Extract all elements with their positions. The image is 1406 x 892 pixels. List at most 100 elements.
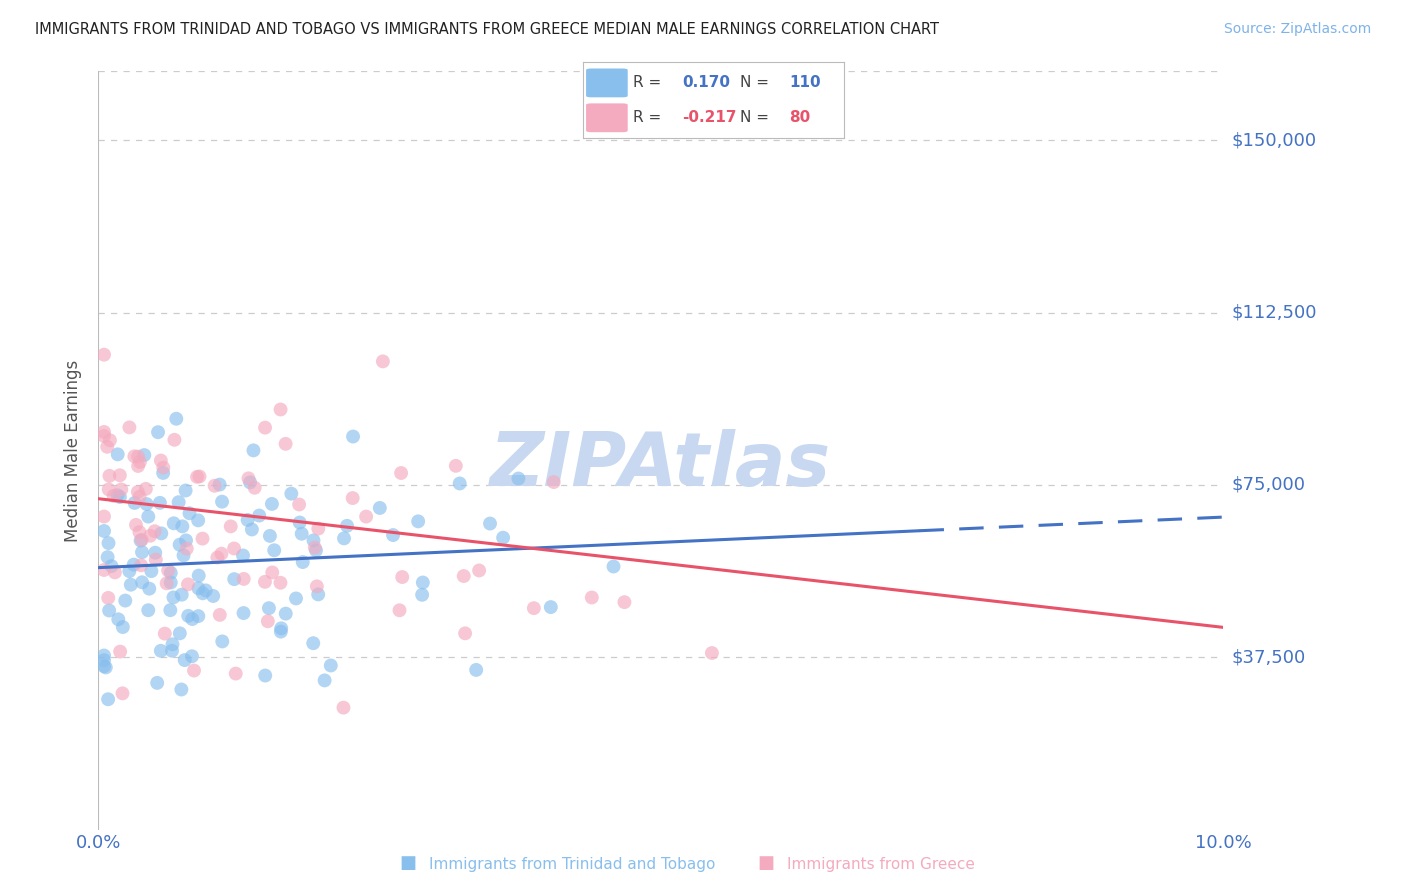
- Point: [139, 529, 162, 543]
- Point: [307, 587, 329, 601]
- Point: [191, 532, 214, 546]
- Text: $112,500: $112,500: [1232, 303, 1317, 322]
- Point: [127, 450, 149, 464]
- Point: [107, 447, 129, 461]
- Point: [304, 541, 326, 555]
- Point: [257, 601, 280, 615]
- Point: [118, 564, 141, 578]
- Point: [208, 477, 231, 491]
- Point: [291, 555, 314, 569]
- Point: [454, 626, 477, 640]
- Point: [208, 607, 231, 622]
- Point: [236, 513, 259, 527]
- Point: [211, 547, 233, 561]
- Point: [194, 583, 217, 598]
- Point: [129, 455, 152, 469]
- Point: [107, 612, 129, 626]
- Point: [232, 572, 254, 586]
- Point: [336, 518, 359, 533]
- Point: [163, 433, 186, 447]
- Point: [224, 572, 246, 586]
- Point: [187, 581, 209, 595]
- Point: [302, 636, 325, 650]
- Point: [143, 546, 166, 560]
- Point: [581, 591, 603, 605]
- Point: [242, 443, 264, 458]
- Text: N =: N =: [740, 110, 769, 125]
- FancyBboxPatch shape: [586, 69, 627, 97]
- Point: [204, 479, 226, 493]
- Point: [114, 593, 136, 607]
- Text: ■: ■: [399, 855, 416, 872]
- Text: $75,000: $75,000: [1232, 476, 1306, 494]
- Point: [280, 486, 302, 500]
- Point: [149, 496, 172, 510]
- Point: [342, 429, 364, 443]
- Point: [240, 523, 263, 537]
- Point: [160, 644, 183, 658]
- Point: [307, 522, 329, 536]
- Point: [187, 609, 209, 624]
- Point: [191, 586, 214, 600]
- Text: ZIPAtlas: ZIPAtlas: [491, 429, 831, 502]
- Point: [141, 564, 163, 578]
- Point: [176, 541, 198, 556]
- Point: [492, 531, 515, 545]
- Point: [382, 528, 405, 542]
- Text: 80: 80: [789, 110, 810, 125]
- Point: [108, 644, 131, 658]
- Point: [98, 468, 121, 483]
- Point: [93, 648, 115, 663]
- Point: [305, 543, 328, 558]
- Point: [243, 481, 266, 495]
- Point: [260, 497, 283, 511]
- Point: [342, 491, 364, 505]
- Point: [94, 660, 117, 674]
- Point: [159, 603, 181, 617]
- Point: [302, 533, 325, 548]
- Point: [202, 589, 225, 603]
- Point: [173, 549, 195, 563]
- Point: [238, 471, 260, 485]
- Point: [93, 563, 115, 577]
- Point: [270, 624, 292, 639]
- Point: [172, 519, 194, 533]
- Point: [173, 653, 195, 667]
- Point: [131, 545, 153, 559]
- Point: [152, 466, 174, 480]
- Text: R =: R =: [633, 110, 661, 125]
- Text: 0.170: 0.170: [682, 76, 730, 90]
- Point: [156, 576, 179, 591]
- Point: [232, 606, 254, 620]
- Point: [98, 603, 121, 617]
- Point: [259, 529, 281, 543]
- Point: [288, 498, 311, 512]
- Point: [305, 579, 328, 593]
- Point: [146, 425, 169, 440]
- Point: [219, 519, 242, 533]
- Point: [153, 626, 176, 640]
- Point: [285, 591, 308, 606]
- Point: [449, 476, 471, 491]
- Point: [125, 517, 148, 532]
- Point: [162, 637, 184, 651]
- Point: [131, 575, 153, 590]
- Point: [253, 574, 276, 589]
- Point: [162, 591, 184, 605]
- Text: Source: ZipAtlas.com: Source: ZipAtlas.com: [1223, 22, 1371, 37]
- Point: [333, 532, 356, 546]
- Point: [152, 460, 174, 475]
- Point: [93, 524, 115, 538]
- Point: [122, 558, 145, 572]
- Text: $150,000: $150,000: [1232, 131, 1316, 149]
- Point: [135, 497, 157, 511]
- Point: [124, 496, 146, 510]
- Point: [131, 533, 153, 547]
- Point: [262, 566, 284, 580]
- Point: [108, 490, 131, 504]
- Point: [540, 600, 562, 615]
- Text: Immigrants from Greece: Immigrants from Greece: [787, 857, 976, 872]
- Point: [186, 470, 208, 484]
- Point: [177, 577, 200, 591]
- Point: [444, 458, 467, 473]
